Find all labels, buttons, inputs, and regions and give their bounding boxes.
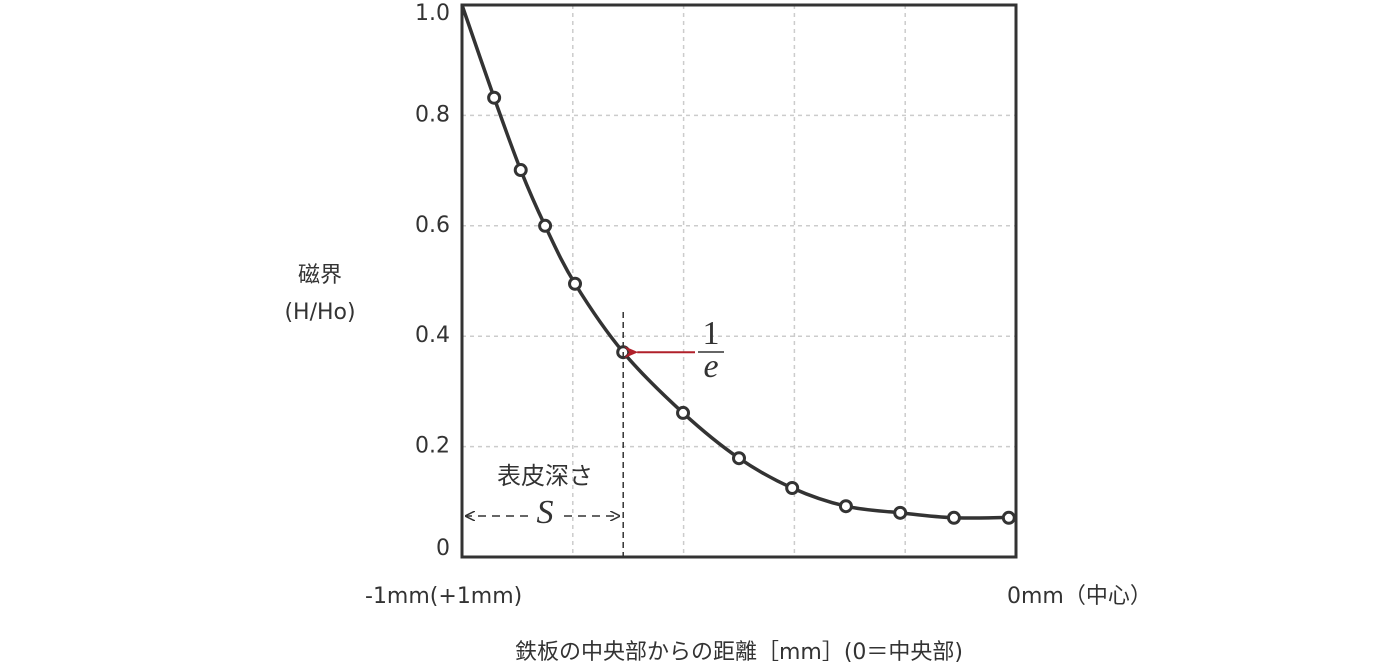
x-axis-label: 鉄板の中央部からの距離［mm］(0＝中央部)	[515, 640, 963, 665]
depth-label: 表皮深さ	[497, 462, 593, 490]
y-tick-label: 0.2	[415, 434, 450, 459]
y-axis-label: 磁界	[298, 263, 342, 288]
plot-frame	[460, 3, 1018, 559]
x-tick-label: 0mm（中心）	[1007, 584, 1152, 609]
data-point	[538, 218, 553, 233]
y-tick-label: 0	[436, 536, 450, 561]
data-point	[568, 276, 583, 291]
data-point	[946, 510, 961, 525]
y-tick-label: 0.8	[415, 102, 450, 127]
depth-symbol: S	[537, 494, 554, 531]
y-tick-label: 1.0	[415, 1, 450, 26]
data-point	[487, 90, 502, 105]
data-point	[732, 451, 746, 466]
data-point	[785, 481, 800, 495]
curve	[460, 4, 1017, 520]
data-point	[838, 499, 853, 514]
y-axis-label: (H/Ho)	[284, 300, 355, 325]
x-tick-label: -1mm(+1mm)	[365, 584, 522, 609]
data-point	[1001, 510, 1016, 525]
data-point	[513, 163, 528, 178]
data-point	[676, 405, 691, 420]
data-point	[893, 505, 908, 520]
y-tick-label: 0.4	[415, 323, 450, 348]
fraction-denominator: e	[703, 348, 718, 385]
y-tick-label: 0.6	[415, 213, 450, 238]
fraction-numerator: 1	[703, 315, 720, 352]
